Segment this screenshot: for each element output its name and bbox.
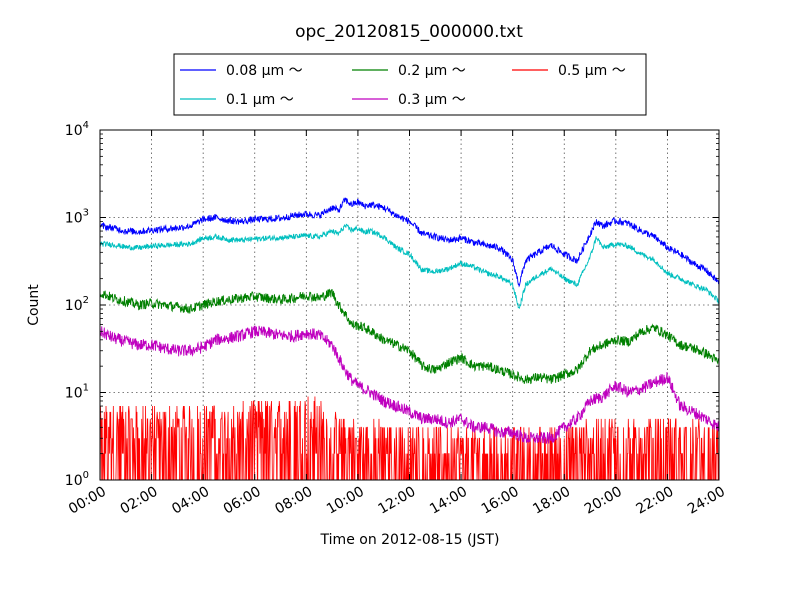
y-tick-label: 103 [65, 208, 89, 227]
chart-title: opc_20120815_000000.txt [295, 22, 523, 42]
y-tick-label: 102 [65, 295, 89, 314]
x-axis-label: Time on 2012-08-15 (JST) [320, 532, 500, 548]
legend-label: 0.3 μm ～ [398, 92, 466, 108]
series-line [99, 223, 720, 309]
legend: 0.08 μm ～ 0.1 μm ～ 0.2 μm ～ 0.3 μm ～ 0.5 μm … [173, 53, 647, 116]
series-line [99, 325, 720, 444]
series-line [99, 197, 720, 288]
y-tick-labels: 100 101 102 103 104 [65, 120, 89, 489]
legend-box [173, 53, 647, 116]
y-axis-label: Count [26, 284, 42, 326]
y-tick-label: 104 [65, 120, 89, 139]
y-tick-label: 101 [65, 383, 89, 402]
legend-label: 0.08 μm ～ [226, 63, 303, 79]
legend-label: 0.1 μm ～ [226, 92, 294, 108]
legend-label: 0.2 μm ～ [398, 63, 466, 79]
legend-label: 0.5 μm ～ [558, 63, 626, 79]
axis-ticks [99, 129, 720, 481]
series-line [99, 288, 720, 385]
y-tick-label: 100 [65, 470, 89, 489]
